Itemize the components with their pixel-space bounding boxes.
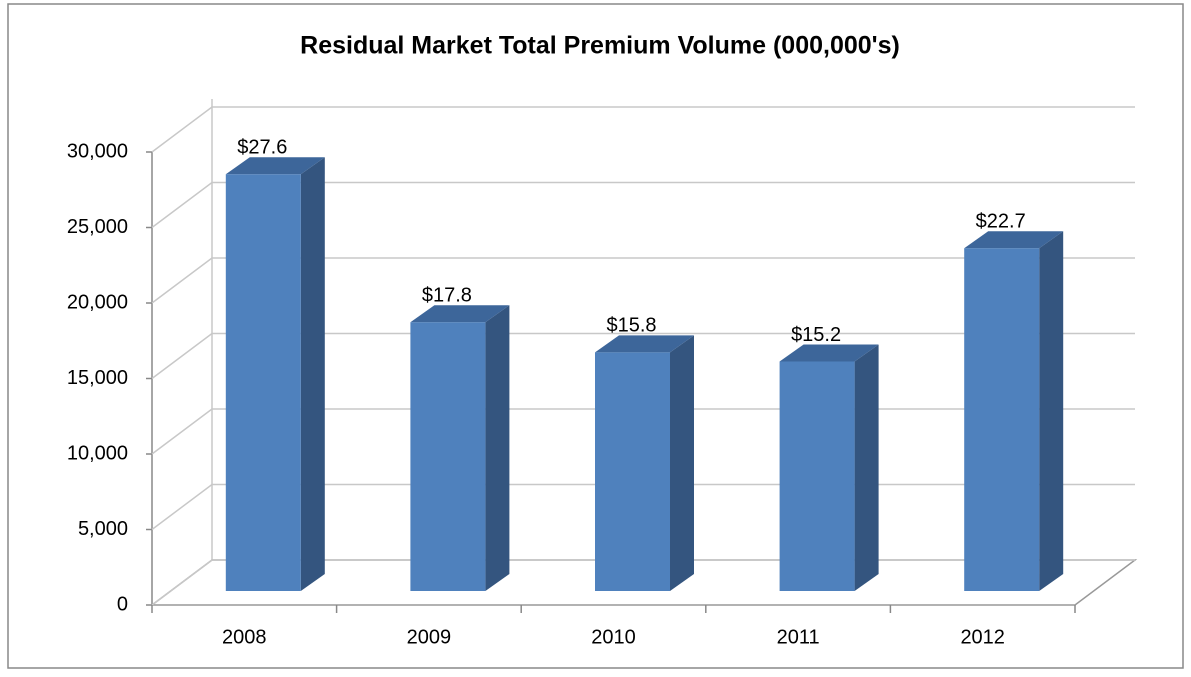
y-tick-label: 5,000 xyxy=(78,518,128,540)
bar-side xyxy=(854,344,879,591)
grid-line xyxy=(151,181,1135,229)
bar-top xyxy=(779,344,879,362)
bar xyxy=(225,174,301,592)
bar xyxy=(410,322,486,591)
value-label: $15.8 xyxy=(606,315,656,337)
x-tick-label: 2011 xyxy=(777,626,820,648)
grid-line xyxy=(151,257,1135,304)
y-tick-label: 30,000 xyxy=(67,140,128,162)
y-tick-label: 10,000 xyxy=(67,442,128,464)
value-label: $17.8 xyxy=(422,285,472,307)
value-label: $27.6 xyxy=(237,137,287,159)
x-tick-label: 2009 xyxy=(407,626,452,648)
bar-top xyxy=(964,231,1064,249)
bar xyxy=(779,361,855,591)
y-tick-label: 0 xyxy=(117,593,128,615)
grid-line xyxy=(151,106,1135,153)
x-tick-label: 2012 xyxy=(960,626,1005,648)
bar-side xyxy=(300,157,325,592)
bar-top xyxy=(410,305,510,323)
bar-side xyxy=(485,305,510,591)
x-tick-label: 2010 xyxy=(591,626,636,648)
bar-side xyxy=(670,335,694,591)
bar xyxy=(595,352,670,591)
y-tick-label: 15,000 xyxy=(67,367,128,389)
chart-title: Residual Market Total Premium Volume (00… xyxy=(300,32,900,60)
bar-top xyxy=(595,335,694,353)
y-tick-label: 20,000 xyxy=(67,291,128,313)
y-tick-label: 25,000 xyxy=(67,216,128,238)
x-tick-label: 2008 xyxy=(222,626,267,648)
grid-line xyxy=(151,332,1135,380)
bar-top xyxy=(225,157,325,175)
bar xyxy=(964,248,1040,592)
value-label: $15.2 xyxy=(791,324,841,346)
bar-side xyxy=(1039,231,1064,592)
value-label: $22.7 xyxy=(976,211,1026,233)
